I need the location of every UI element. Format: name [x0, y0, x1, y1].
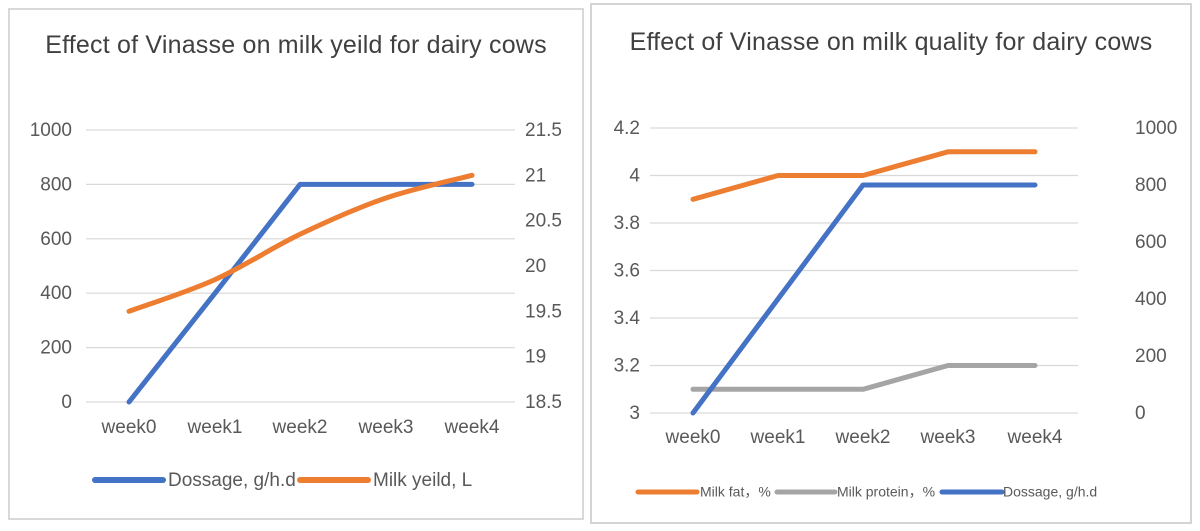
line-chart-milk-yield: 1000 800 600 400 200 0 21.5 21 20.5 20 19.5 19 18.5 w… — [30, 120, 562, 491]
left-axis-tick-label: 4 — [629, 166, 640, 187]
right-axis-tick-label: 20.5 — [525, 211, 562, 232]
category-label: week2 — [272, 417, 328, 438]
left-axis-tick-label: 3.8 — [614, 213, 640, 234]
left-axis-tick-label: 4.2 — [614, 118, 640, 139]
right-axis-tick-label: 18.5 — [525, 392, 562, 413]
chart-panel-milk-yield[interactable]: Effect of Vinasse on milk yeild for dair… — [8, 8, 584, 520]
legend-label: Milk yeild, L — [373, 470, 472, 491]
right-axis-tick-label: 20 — [525, 256, 546, 277]
left-axis-tick-label: 1000 — [30, 120, 72, 141]
category-label: week4 — [1007, 427, 1063, 448]
category-label: week0 — [101, 417, 157, 438]
category-label: week1 — [187, 417, 243, 438]
right-axis-tick-label: 1000 — [1135, 118, 1177, 139]
left-axis-tick-label: 800 — [40, 174, 72, 195]
series-line-milk-fat- — [690, 149, 1038, 202]
legend-label: Dossage, g/h.d — [1003, 484, 1097, 500]
left-axis-tick-label: 3 — [629, 403, 640, 424]
left-axis-tick-label: 3.4 — [614, 308, 641, 329]
left-axis-tick-label: 0 — [61, 392, 72, 413]
right-axis-tick-label: 800 — [1135, 175, 1167, 196]
category-label: week3 — [920, 427, 976, 448]
legend-label: Dossage, g/h.d — [168, 470, 296, 491]
chart-title-milk-yield: Effect of Vinasse on milk yeild for dair… — [45, 31, 547, 59]
series-line-dossage-g-h-d — [126, 181, 475, 405]
right-axis-tick-label: 400 — [1135, 289, 1167, 310]
left-axis-tick-label: 3.2 — [614, 356, 640, 377]
legend-label: Milk fat，% — [700, 484, 771, 500]
series-line-dossage-g-h-d — [690, 182, 1038, 416]
right-axis-tick-label: 200 — [1135, 346, 1167, 367]
legend-label: Milk protein，% — [837, 484, 935, 500]
right-axis-tick-label: 21 — [525, 165, 546, 186]
series-line-milk-yeild-l — [126, 172, 475, 314]
category-label: week1 — [750, 427, 806, 448]
left-axis-tick-label: 200 — [40, 338, 72, 359]
category-label: week4 — [444, 417, 500, 438]
series-line-milk-protein- — [690, 363, 1038, 392]
left-axis-tick-label: 3.6 — [614, 261, 640, 282]
right-axis-tick-label: 19 — [525, 347, 546, 368]
category-label: week3 — [358, 417, 414, 438]
right-axis-tick-label: 21.5 — [525, 120, 562, 141]
left-axis-tick-label: 400 — [40, 283, 72, 304]
chart-panel-milk-quality[interactable]: Effect of Vinasse on milk quality for da… — [590, 3, 1192, 524]
chart-title-milk-quality: Effect of Vinasse on milk quality for da… — [629, 28, 1153, 56]
right-axis-tick-label: 600 — [1135, 232, 1167, 253]
right-axis-tick-label: 0 — [1135, 403, 1146, 424]
right-axis-tick-label: 19.5 — [525, 301, 562, 322]
category-label: week2 — [835, 427, 891, 448]
category-label: week0 — [665, 427, 721, 448]
line-chart-milk-quality: 4.2 4 3.8 3.6 3.4 3.2 3 1000 800 600 400 200 0 week0 w… — [614, 118, 1178, 500]
left-axis-tick-label: 600 — [40, 229, 72, 250]
